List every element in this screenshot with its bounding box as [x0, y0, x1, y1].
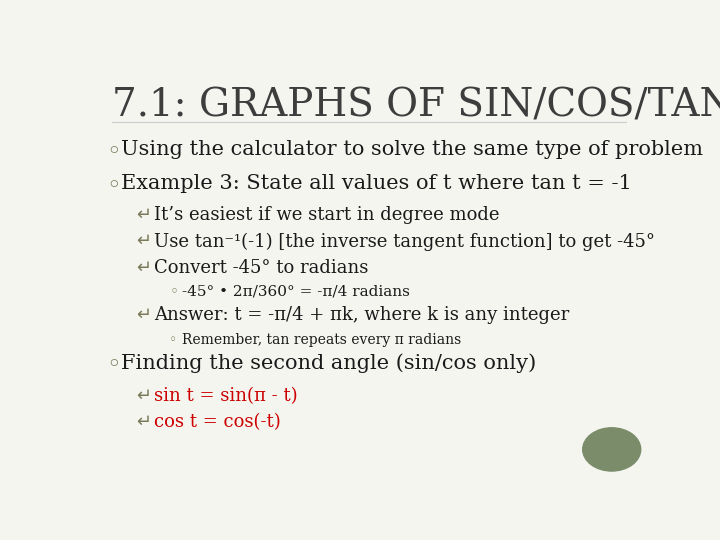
Text: Convert -45° to radians: Convert -45° to radians: [154, 259, 369, 276]
Text: Remember, tan repeats every π radians: Remember, tan repeats every π radians: [182, 333, 462, 347]
Text: sin t = sin(π - t): sin t = sin(π - t): [154, 387, 298, 404]
Text: ↵: ↵: [136, 206, 151, 224]
Text: Using the calculator to solve the same type of problem: Using the calculator to solve the same t…: [121, 140, 703, 159]
Text: Use tan⁻¹(-1) [the inverse tangent function] to get -45°: Use tan⁻¹(-1) [the inverse tangent funct…: [154, 232, 655, 251]
Text: ◦: ◦: [169, 333, 177, 347]
Text: Finding the second angle (sin/cos only): Finding the second angle (sin/cos only): [121, 353, 536, 373]
Text: ↵: ↵: [136, 259, 151, 276]
Text: It’s easiest if we start in degree mode: It’s easiest if we start in degree mode: [154, 206, 500, 224]
Text: 7.1: GRAPHS OF SIN/COS/TAN: 7.1: GRAPHS OF SIN/COS/TAN: [112, 87, 720, 125]
Text: ↵: ↵: [136, 413, 151, 431]
Text: ◦: ◦: [107, 174, 122, 198]
Text: ↵: ↵: [136, 387, 151, 404]
Text: ◦: ◦: [107, 353, 122, 377]
Circle shape: [582, 428, 641, 471]
Text: ◦: ◦: [107, 140, 122, 164]
Text: cos t = cos(-t): cos t = cos(-t): [154, 413, 281, 431]
Text: ◦: ◦: [169, 285, 179, 300]
Text: ↵: ↵: [136, 306, 151, 325]
Text: ↵: ↵: [136, 232, 151, 251]
Text: Example 3: State all values of t where tan t = -1: Example 3: State all values of t where t…: [121, 174, 631, 193]
Text: Answer: t = -π/4 + πk, where k is any integer: Answer: t = -π/4 + πk, where k is any in…: [154, 306, 570, 325]
Text: -45° • 2π/360° = -π/4 radians: -45° • 2π/360° = -π/4 radians: [182, 285, 410, 299]
